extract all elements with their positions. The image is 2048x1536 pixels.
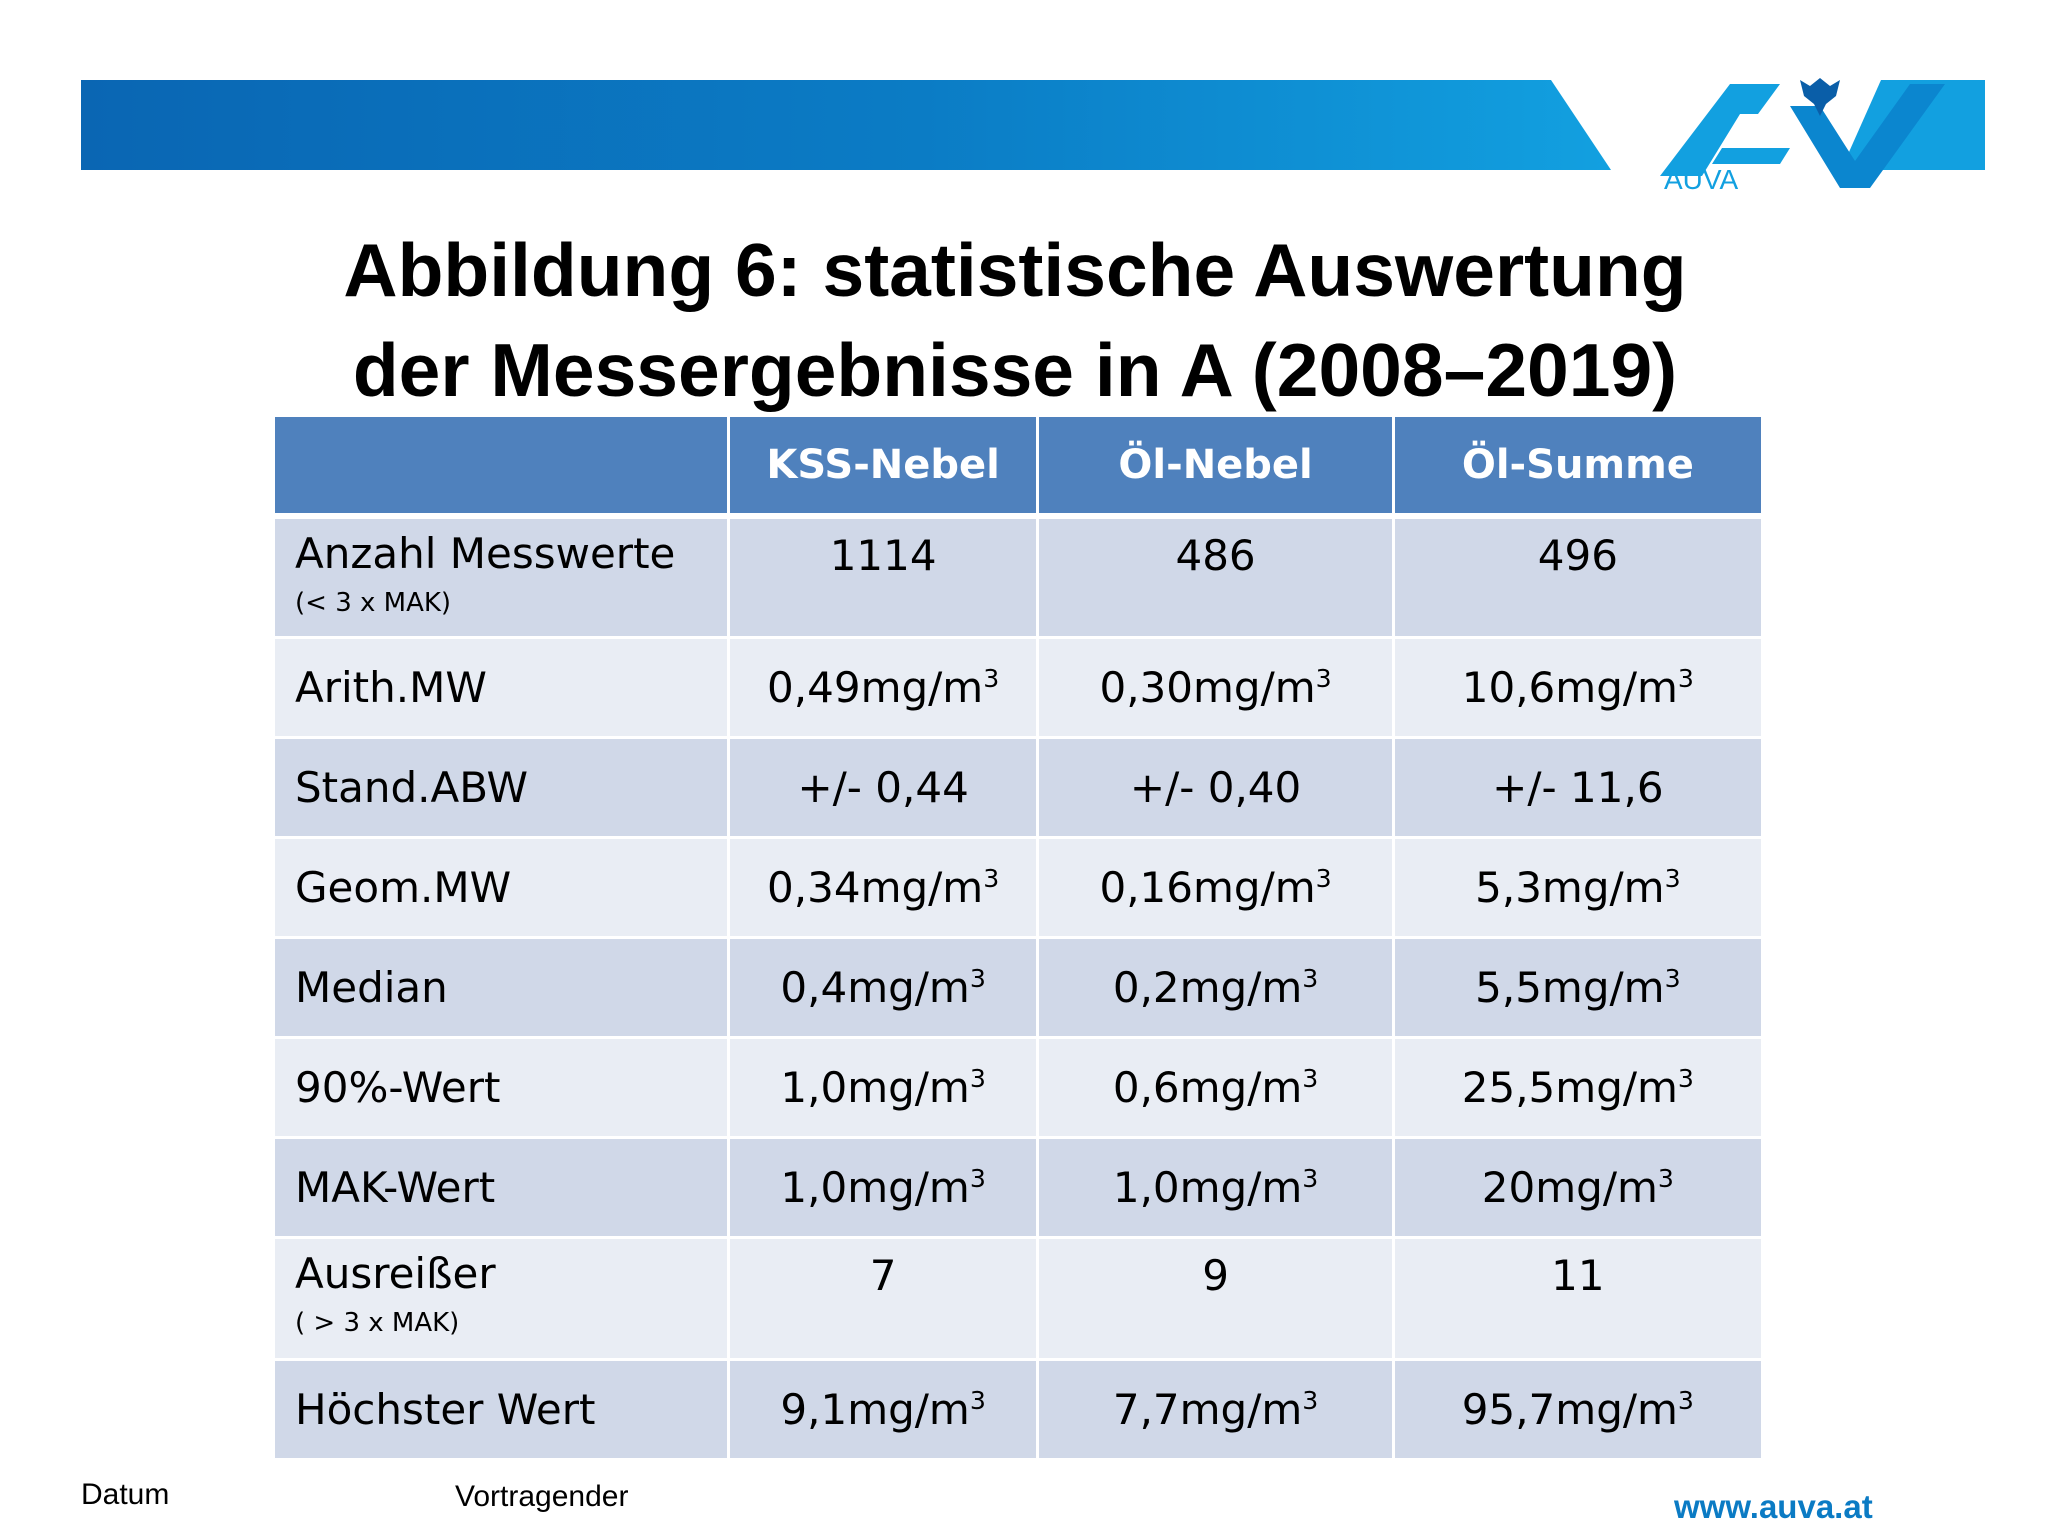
table-cell: 0,34mg/m3 bbox=[726, 836, 1040, 939]
column-header-oel-nebel: Öl-Nebel bbox=[1036, 414, 1395, 517]
table-cell: 0,2mg/m3 bbox=[1036, 936, 1395, 1039]
table-cell: 0,16mg/m3 bbox=[1036, 836, 1395, 939]
table-cell: +/- 0,40 bbox=[1036, 736, 1395, 839]
row-label: 90%-Wert bbox=[272, 1036, 730, 1139]
auva-logo: AUVA bbox=[1640, 76, 1970, 196]
row-label: Anzahl Messwerte bbox=[295, 528, 676, 578]
table-cell: 0,4mg/m3 bbox=[726, 936, 1040, 1039]
table-cell: 1,0mg/m3 bbox=[726, 1036, 1040, 1139]
table-cell: 0,30mg/m3 bbox=[1036, 636, 1395, 739]
row-label-cell: Ausreißer ( > 3 x MAK) bbox=[272, 1236, 730, 1361]
column-header-oel-summe: Öl-Summe bbox=[1391, 414, 1765, 517]
table-row: Arith.MW 0,49mg/m3 0,30mg/m3 10,6mg/m3 bbox=[272, 636, 1765, 739]
row-sublabel: ( > 3 x MAK) bbox=[295, 1308, 460, 1338]
row-label: Höchster Wert bbox=[272, 1358, 730, 1461]
table-cell: 1,0mg/m3 bbox=[1036, 1136, 1395, 1239]
row-label: Arith.MW bbox=[272, 636, 730, 739]
table-cell: 11 bbox=[1391, 1236, 1765, 1361]
table-row: 90%-Wert 1,0mg/m3 0,6mg/m3 25,5mg/m3 bbox=[272, 1036, 1765, 1139]
footer-url-link[interactable]: www.auva.at bbox=[1674, 1488, 1873, 1525]
column-header-kss-nebel: KSS-Nebel bbox=[726, 414, 1040, 517]
table-cell: 25,5mg/m3 bbox=[1391, 1036, 1765, 1139]
row-label: Stand.ABW bbox=[272, 736, 730, 839]
table-cell: 0,6mg/m3 bbox=[1036, 1036, 1395, 1139]
row-label: Median bbox=[272, 936, 730, 1039]
row-label: Geom.MW bbox=[272, 836, 730, 939]
table-row: Höchster Wert 9,1mg/m3 7,7mg/m3 95,7mg/m… bbox=[272, 1358, 1765, 1461]
table-row: Stand.ABW +/- 0,44 +/- 0,40 +/- 11,6 bbox=[272, 736, 1765, 839]
row-label-cell: Anzahl Messwerte (< 3 x MAK) bbox=[272, 514, 730, 639]
table-cell: +/- 11,6 bbox=[1391, 736, 1765, 839]
table-cell: 7 bbox=[726, 1236, 1040, 1361]
footer-speaker: Vortragender bbox=[455, 1480, 629, 1513]
table-cell: 0,49mg/m3 bbox=[726, 636, 1040, 739]
page-title: Abbildung 6: statistische Auswertung der… bbox=[280, 220, 1750, 420]
table-row: Median 0,4mg/m3 0,2mg/m3 5,5mg/m3 bbox=[272, 936, 1765, 1039]
table-cell: 9 bbox=[1036, 1236, 1395, 1361]
title-line-2: der Messergebnisse in A (2008–2019) bbox=[352, 328, 1678, 412]
title-line-1: Abbildung 6: statistische Auswertung bbox=[343, 228, 1687, 312]
table-cell: 10,6mg/m3 bbox=[1391, 636, 1765, 739]
row-sublabel: (< 3 x MAK) bbox=[295, 587, 452, 618]
table-cell: 5,3mg/m3 bbox=[1391, 836, 1765, 939]
table-cell: 20mg/m3 bbox=[1391, 1136, 1765, 1239]
table-row: Geom.MW 0,34mg/m3 0,16mg/m3 5,3mg/m3 bbox=[272, 836, 1765, 939]
table-cell: 5,5mg/m3 bbox=[1391, 936, 1765, 1039]
table-header-row: KSS-Nebel Öl-Nebel Öl-Summe bbox=[272, 414, 1765, 517]
table-cell: +/- 0,44 bbox=[726, 736, 1040, 839]
table-cell: 496 bbox=[1391, 514, 1765, 639]
table-row: Ausreißer ( > 3 x MAK) 7 9 11 bbox=[272, 1236, 1765, 1361]
table-row: MAK-Wert 1,0mg/m3 1,0mg/m3 20mg/m3 bbox=[272, 1136, 1765, 1239]
table-cell: 1114 bbox=[726, 514, 1040, 639]
column-header-empty bbox=[272, 414, 730, 517]
statistics-table: KSS-Nebel Öl-Nebel Öl-Summe Anzahl Messw… bbox=[272, 414, 1765, 1461]
row-label: MAK-Wert bbox=[272, 1136, 730, 1239]
table-cell: 7,7mg/m3 bbox=[1036, 1358, 1395, 1461]
row-label: Ausreißer bbox=[295, 1249, 496, 1298]
logo-text: AUVA bbox=[1664, 164, 1738, 195]
table-row: Anzahl Messwerte (< 3 x MAK) 1114 486 49… bbox=[272, 514, 1765, 639]
eagle-icon bbox=[1800, 78, 1840, 116]
table-cell: 486 bbox=[1036, 514, 1395, 639]
footer-date: Datum bbox=[81, 1478, 170, 1511]
table-cell: 1,0mg/m3 bbox=[726, 1136, 1040, 1239]
table-cell: 95,7mg/m3 bbox=[1391, 1358, 1765, 1461]
table-cell: 9,1mg/m3 bbox=[726, 1358, 1040, 1461]
